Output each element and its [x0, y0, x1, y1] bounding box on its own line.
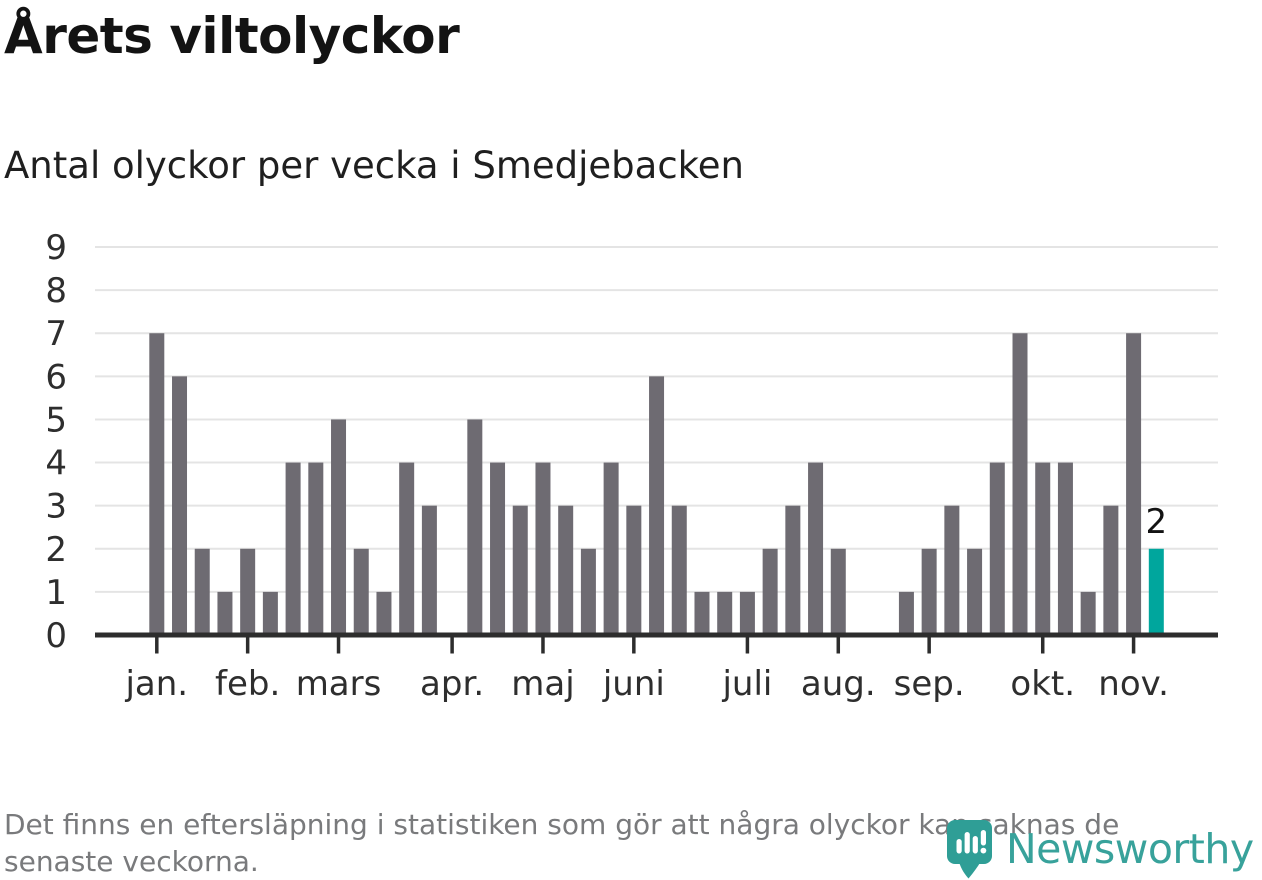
bar [512, 505, 528, 635]
bar [944, 505, 960, 635]
bar [921, 548, 937, 635]
bar [421, 505, 437, 635]
x-axis-tick [745, 637, 750, 654]
y-axis-label: 2 [45, 530, 67, 570]
bar [626, 505, 642, 635]
bar [194, 548, 210, 635]
bar [308, 462, 324, 635]
bar [331, 419, 347, 635]
y-axis-label: 3 [45, 487, 67, 527]
bar [535, 462, 551, 635]
bar-chart-pin-icon [947, 820, 992, 879]
x-axis-tick [155, 637, 159, 654]
bar [967, 548, 983, 635]
bar [898, 591, 914, 635]
x-axis-label: apr. [420, 664, 484, 704]
x-axis-tick [541, 637, 545, 654]
footer-note-line2: senaste veckorna. [4, 845, 259, 878]
bar [1057, 462, 1073, 635]
footer-note: Det finns en eftersläpning i statistiken… [4, 806, 1256, 880]
page-title: Årets viltolyckor [4, 7, 460, 65]
bar [989, 462, 1005, 635]
bar [603, 462, 619, 635]
bar [649, 376, 665, 635]
y-axis-label: 4 [45, 444, 67, 484]
bar [149, 333, 165, 635]
bar [1012, 333, 1028, 635]
y-axis-label: 5 [45, 400, 67, 440]
bar [762, 548, 778, 635]
bar [1103, 505, 1119, 635]
x-axis-tick [336, 637, 341, 654]
x-axis-tick [1131, 637, 1136, 654]
x-axis-tick [245, 637, 250, 654]
newsworthy-logo: Newsworthy [946, 819, 1254, 879]
x-axis [95, 632, 1218, 638]
highlighted-bar [1148, 548, 1164, 635]
bar [739, 591, 755, 635]
bar [808, 462, 824, 635]
x-axis-label: feb. [215, 664, 280, 704]
x-axis-label: aug. [801, 664, 876, 704]
bar [785, 505, 801, 635]
footer-note-line1: Det finns en eftersläpning i statistiken… [4, 808, 1120, 841]
x-axis-label: nov. [1098, 664, 1169, 704]
x-axis-tick [836, 637, 841, 654]
x-axis-label: juni [602, 664, 665, 704]
x-axis-tick [1040, 637, 1045, 654]
x-axis-label: juli [721, 664, 772, 704]
x-axis-tick [450, 637, 454, 654]
y-axis-label: 8 [45, 271, 67, 311]
logo-wordmark: Newsworthy [1006, 825, 1254, 873]
bar [467, 419, 483, 635]
bar [717, 591, 733, 635]
chart-area: 0 1 2 3 4 5 6 7 8 9 jan. feb. mars apr. maj juni juli aug… [0, 225, 1262, 710]
x-axis-tick [927, 637, 931, 654]
value-label: 2 [1145, 502, 1167, 542]
bar [376, 591, 392, 635]
x-axis-label: mars [296, 664, 382, 704]
y-axis-label: 6 [45, 357, 67, 397]
x-axis-label: jan. [124, 664, 188, 704]
bar [1035, 462, 1051, 635]
bar [399, 462, 415, 635]
bar [671, 505, 687, 635]
chart-subtitle: Antal olyckor per vecka i Smedjebacken [4, 144, 744, 187]
bar [694, 591, 710, 635]
bar [830, 548, 846, 635]
bar [353, 548, 369, 635]
y-axis-label: 9 [45, 228, 67, 268]
bar [285, 462, 301, 635]
bar [172, 376, 188, 635]
bar [240, 548, 256, 635]
bar [580, 548, 596, 635]
bar [558, 505, 574, 635]
bar [217, 591, 233, 635]
y-axis-label: 0 [45, 616, 67, 656]
y-axis-label: 1 [45, 573, 67, 613]
y-axis-label: 7 [45, 314, 67, 354]
x-axis-tick [632, 637, 636, 654]
bar [1126, 333, 1142, 635]
x-axis-label: okt. [1010, 664, 1075, 704]
bar [490, 462, 506, 635]
bar [1080, 591, 1096, 635]
bar [262, 591, 278, 635]
x-axis-label: sep. [894, 664, 965, 704]
x-axis-label: maj [511, 664, 574, 704]
